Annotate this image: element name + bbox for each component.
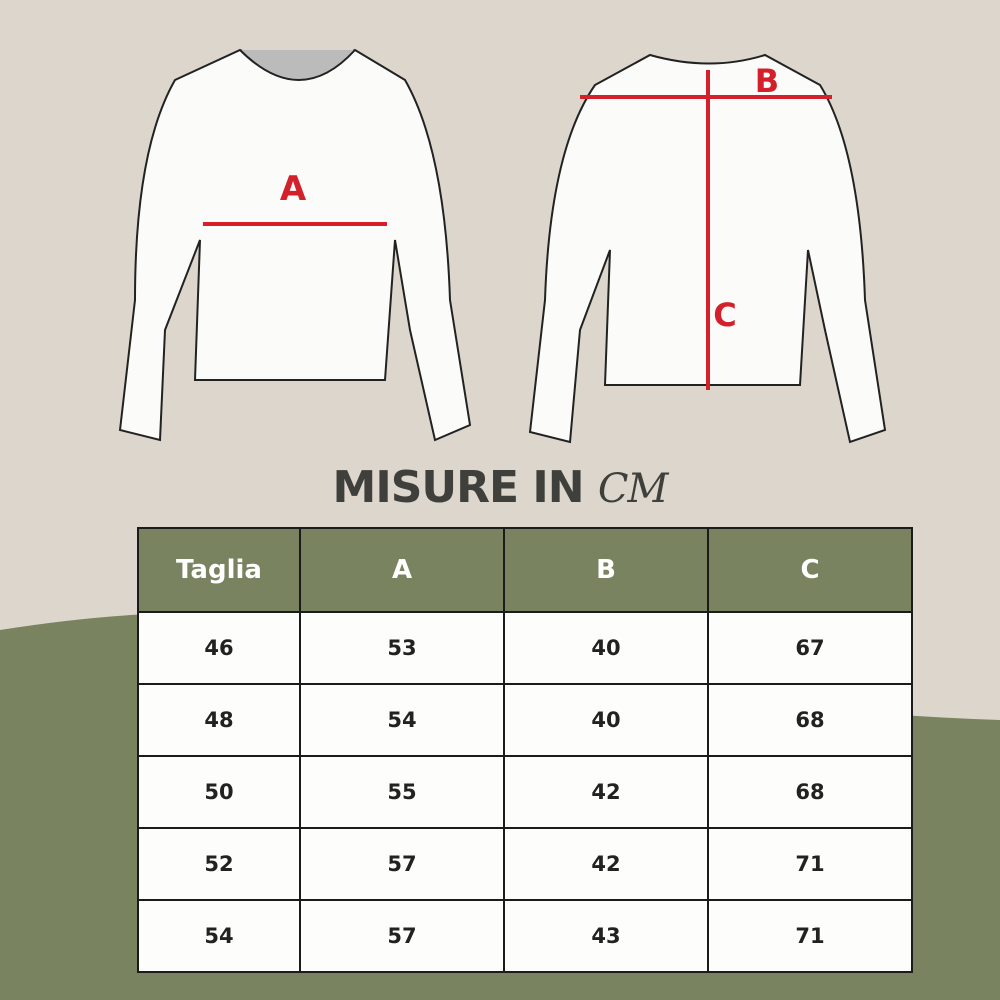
table-cell: 54 [299,683,505,757]
table-cell: 55 [299,755,505,829]
title-unit: CM [597,466,669,512]
table-cell: 57 [299,899,505,973]
table-cell: 67 [707,611,913,685]
front-shirt [118,48,472,442]
header-cell: C [707,527,913,613]
table-cell: 42 [503,827,709,901]
table-cell: 40 [503,683,709,757]
table-cell: 46 [137,611,301,685]
table-header: Taglia A B C [137,527,913,613]
title-text: MISURE IN [332,462,585,513]
table-row: 46 53 40 67 [137,611,913,685]
label-c: C [713,296,736,334]
table-cell: 52 [137,827,301,901]
table-row: 54 57 43 71 [137,899,913,973]
table-row: 52 57 42 71 [137,827,913,901]
table-cell: 40 [503,611,709,685]
header-cell: B [503,527,709,613]
table-row: 48 54 40 68 [137,683,913,757]
table-cell: 53 [299,611,505,685]
table-cell: 42 [503,755,709,829]
table-cell: 68 [707,683,913,757]
table-cell: 71 [707,827,913,901]
table-cell: 57 [299,827,505,901]
table-cell: 50 [137,755,301,829]
size-table: Taglia A B C 46 53 40 67 48 54 40 68 50 55 42 68 52 5… [137,527,913,973]
label-a: A [280,169,307,209]
table-cell: 71 [707,899,913,973]
table-cell: 43 [503,899,709,973]
page-title: MISURE IN CM [0,462,1000,513]
table-cell: 48 [137,683,301,757]
header-cell: A [299,527,505,613]
measure-lines [203,70,832,390]
shirt-diagram: A B C [118,48,887,444]
table-row: 50 55 42 68 [137,755,913,829]
header-cell: Taglia [137,527,301,613]
table-cell: 54 [137,899,301,973]
label-b: B [755,62,779,100]
table-cell: 68 [707,755,913,829]
